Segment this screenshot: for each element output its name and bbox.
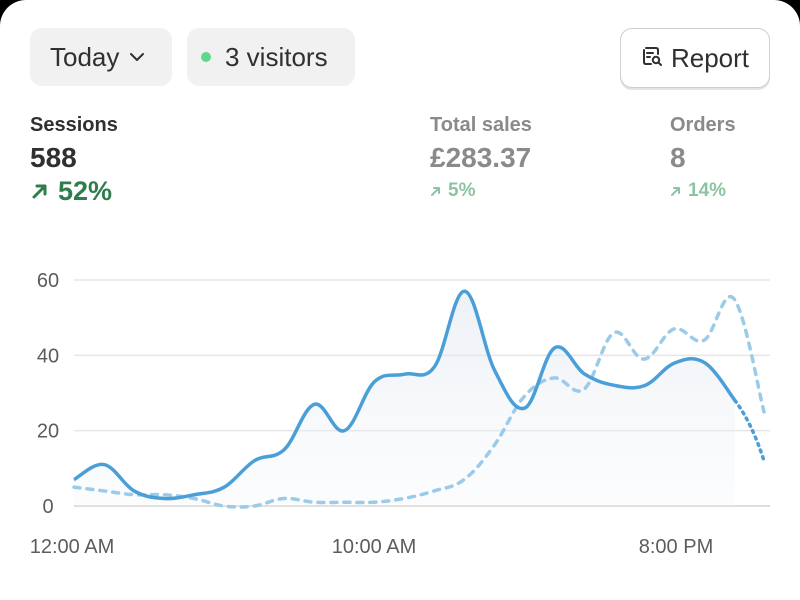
y-tick-label: 40	[37, 345, 59, 367]
report-button[interactable]: Report	[620, 28, 770, 88]
date-range-dropdown[interactable]: Today	[30, 28, 172, 86]
visitors-label: 3 visitors	[225, 42, 328, 73]
chevron-down-icon	[129, 52, 145, 62]
metric-value: 8	[670, 140, 736, 176]
metric-orders[interactable]: Orders 8 14%	[670, 112, 736, 206]
metric-delta-value: 5%	[448, 176, 475, 206]
chart-area	[74, 291, 735, 506]
metric-total-sales[interactable]: Total sales £283.37 5%	[430, 112, 532, 206]
y-tick-label: 0	[42, 496, 53, 518]
current-series-area	[74, 291, 735, 506]
arrow-up-right-icon	[670, 185, 682, 197]
metric-delta: 52%	[30, 176, 118, 206]
metric-label: Total sales	[430, 112, 532, 138]
x-tick-label: 12:00 AM	[30, 536, 115, 558]
x-tick-label: 10:00 AM	[332, 536, 417, 558]
report-label: Report	[671, 43, 749, 74]
metric-delta: 14%	[670, 176, 736, 206]
live-visitors-button[interactable]: 3 visitors	[187, 28, 355, 86]
metric-delta: 5%	[430, 176, 532, 206]
live-status-dot	[201, 52, 211, 62]
x-tick-label: 8:00 PM	[639, 536, 713, 558]
metric-label: Sessions	[30, 112, 118, 138]
y-tick-label: 60	[37, 270, 59, 292]
report-search-icon	[641, 43, 671, 74]
sessions-line-chart: 0 20 40 60 12:00 AM 10:00 AM 8:00 PM	[0, 260, 800, 572]
metric-label: Orders	[670, 112, 736, 138]
metric-sessions[interactable]: Sessions 588 52%	[30, 112, 118, 206]
metric-delta-value: 52%	[58, 176, 112, 206]
arrow-up-right-icon	[30, 181, 50, 201]
date-range-label: Today	[50, 42, 119, 73]
arrow-up-right-icon	[430, 185, 442, 197]
metric-value: £283.37	[430, 140, 532, 176]
metric-delta-value: 14%	[688, 176, 726, 206]
metric-value: 588	[30, 140, 118, 176]
y-tick-label: 20	[37, 421, 59, 443]
